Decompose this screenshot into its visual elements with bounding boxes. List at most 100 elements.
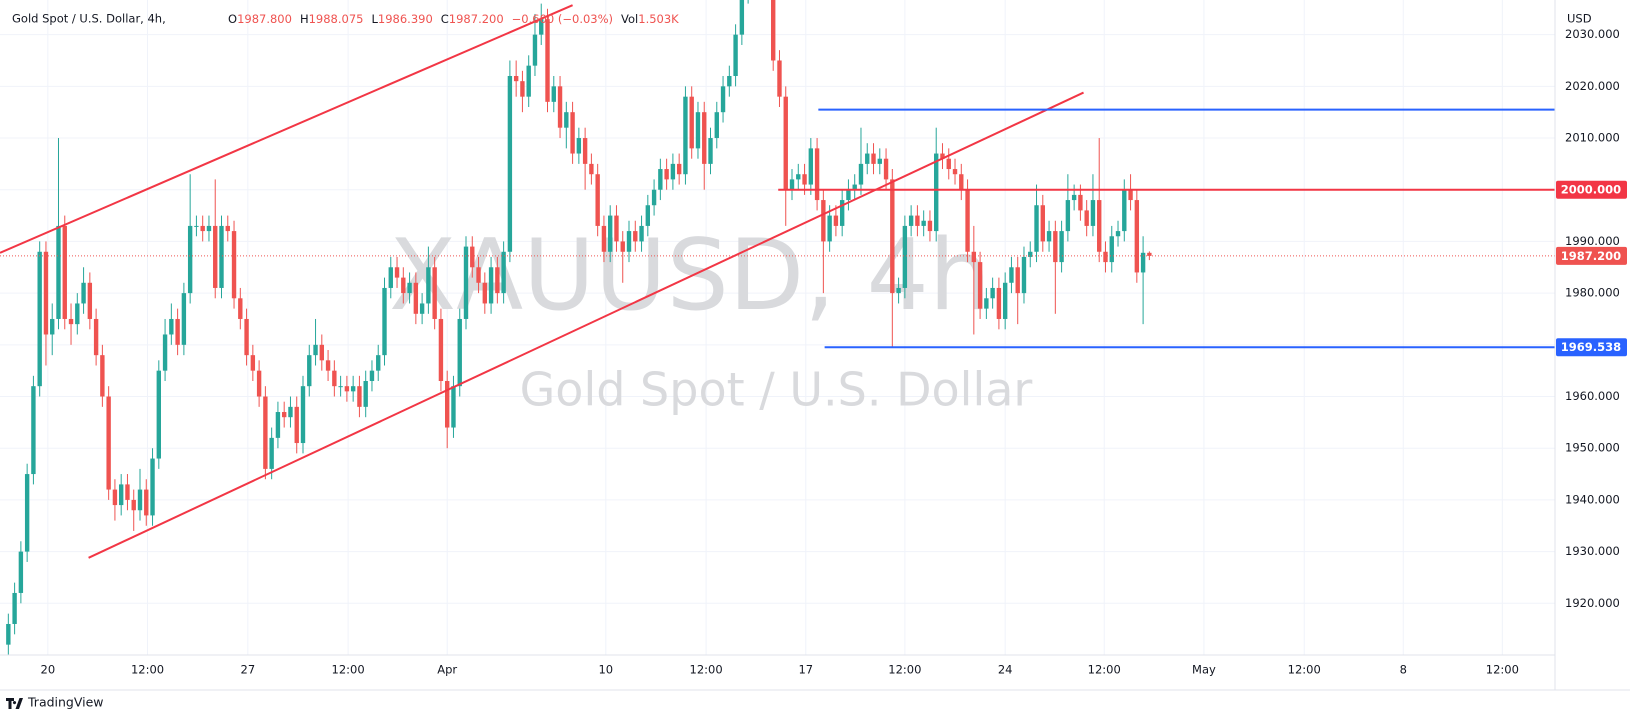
volume-key: Vol bbox=[621, 12, 638, 26]
candle-body bbox=[570, 112, 575, 154]
candle-body bbox=[821, 200, 826, 242]
candle-body bbox=[263, 396, 268, 469]
candle-body bbox=[156, 370, 161, 459]
candle-body bbox=[539, 19, 544, 35]
candle-body bbox=[1097, 200, 1102, 252]
candle-body bbox=[68, 318, 74, 325]
candle-body bbox=[946, 158, 951, 170]
candle-body bbox=[1140, 252, 1146, 273]
candle-body bbox=[407, 282, 412, 294]
candle-body bbox=[169, 318, 174, 335]
candle-body bbox=[865, 153, 870, 164]
candle-body bbox=[482, 282, 488, 304]
candle-body bbox=[720, 86, 726, 113]
price-tag-label: 2000.000 bbox=[1561, 183, 1621, 197]
x-tick-label: 24 bbox=[998, 663, 1013, 677]
logo-icon bbox=[6, 698, 23, 709]
plot-area bbox=[0, 0, 1555, 655]
x-tick-label: 12:00 bbox=[131, 663, 164, 677]
trend-line bbox=[0, 4, 573, 254]
candle-body bbox=[708, 138, 713, 164]
legend-header: Gold Spot / U.S. Dollar, 4h, O1987.800 H19… bbox=[12, 12, 679, 26]
candle-body bbox=[256, 370, 262, 397]
candle-body bbox=[971, 251, 977, 263]
candle-body bbox=[934, 153, 939, 232]
candle-body bbox=[376, 355, 381, 371]
candle-body bbox=[927, 220, 933, 232]
x-tick-label: Apr bbox=[437, 663, 457, 677]
candle-body bbox=[1103, 251, 1108, 263]
candle-body bbox=[18, 551, 24, 593]
candle-body bbox=[576, 138, 582, 154]
candle-body bbox=[100, 355, 105, 397]
y-tick-label: 2010.000 bbox=[1565, 131, 1620, 145]
candle-body bbox=[739, 0, 745, 35]
candle-body bbox=[827, 215, 832, 242]
candle-body bbox=[131, 499, 136, 511]
candle-body bbox=[984, 298, 989, 309]
candle-body bbox=[532, 34, 538, 66]
y-tick-label: 1920.000 bbox=[1565, 596, 1620, 610]
candle-body bbox=[213, 225, 218, 288]
candle-body bbox=[344, 386, 350, 392]
candle-body bbox=[495, 267, 500, 294]
candle-body bbox=[1065, 200, 1071, 232]
candle-body bbox=[626, 231, 632, 252]
watermark-name: Gold Spot / U.S. Dollar bbox=[520, 363, 1033, 417]
candle-body bbox=[294, 406, 299, 444]
candle-body bbox=[890, 179, 895, 294]
candle-body bbox=[551, 86, 556, 102]
candle-body bbox=[557, 86, 563, 128]
candle-body bbox=[457, 318, 462, 387]
candle-body bbox=[200, 225, 205, 232]
y-tick-label: 1990.000 bbox=[1565, 234, 1620, 248]
candle-body bbox=[451, 386, 456, 428]
candle-body bbox=[394, 267, 400, 278]
candle-body bbox=[31, 386, 36, 475]
candle-body bbox=[325, 360, 331, 371]
price-tag-label: 1969.538 bbox=[1561, 340, 1621, 354]
ohlc-value: 1987.200 bbox=[449, 12, 504, 26]
y-tick-label: 1950.000 bbox=[1565, 441, 1620, 455]
candle-body bbox=[727, 75, 732, 87]
candle-body bbox=[683, 96, 688, 175]
candle-body bbox=[1122, 189, 1127, 232]
candle-body bbox=[357, 386, 362, 407]
candle-body bbox=[990, 287, 995, 299]
candle-body bbox=[150, 458, 155, 516]
candle-body bbox=[664, 169, 669, 180]
candle-body bbox=[676, 163, 682, 175]
x-tick-label: 12:00 bbox=[332, 663, 365, 677]
candle-body bbox=[225, 225, 230, 232]
candle-body bbox=[814, 148, 820, 201]
candle-body bbox=[112, 489, 118, 506]
candle-body bbox=[118, 484, 124, 506]
candle-body bbox=[545, 19, 550, 102]
candle-body bbox=[300, 386, 306, 444]
candle-body bbox=[996, 287, 1002, 319]
candle-body bbox=[401, 277, 406, 294]
candle-body bbox=[808, 148, 814, 185]
candle-body bbox=[413, 282, 419, 314]
candle-body bbox=[206, 225, 212, 232]
ohlc-value: 1986.390 bbox=[378, 12, 433, 26]
volume-value: 1.503K bbox=[638, 12, 679, 26]
candle-body bbox=[915, 215, 920, 226]
x-tick-label: 12:00 bbox=[690, 663, 723, 677]
candle-body bbox=[839, 200, 845, 226]
candle-body bbox=[651, 189, 657, 206]
candle-body bbox=[1134, 200, 1140, 273]
candle-body bbox=[363, 381, 368, 407]
candle-body bbox=[87, 282, 93, 319]
candle-body bbox=[1084, 210, 1089, 226]
candle-body bbox=[883, 158, 889, 180]
candle-body bbox=[639, 225, 644, 242]
candle-body bbox=[382, 287, 387, 356]
y-tick-label: 1960.000 bbox=[1565, 389, 1620, 403]
candle-body bbox=[1015, 267, 1020, 294]
x-tick-label: 12:00 bbox=[888, 663, 921, 677]
candle-body bbox=[1109, 236, 1114, 263]
candle-body bbox=[181, 293, 187, 345]
candle-body bbox=[187, 225, 193, 294]
y-tick-label: 1940.000 bbox=[1565, 492, 1620, 506]
